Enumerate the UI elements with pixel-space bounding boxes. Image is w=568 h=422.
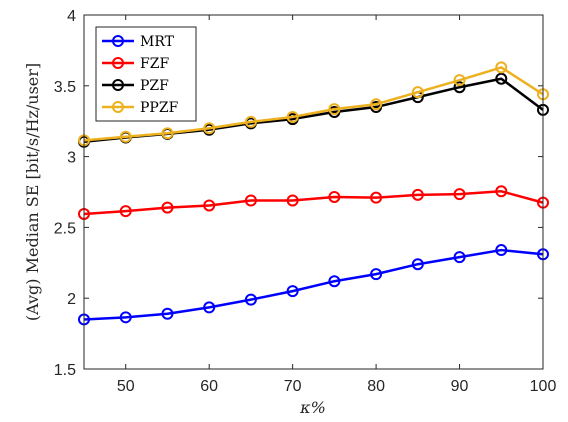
data-point: [495, 244, 508, 257]
legend: MRT FZF PZF PPZF: [95, 26, 197, 122]
data-point: [244, 293, 257, 306]
data-point: [203, 301, 216, 314]
data-point: [495, 185, 508, 198]
data-point: [119, 311, 132, 324]
data-point: [119, 205, 132, 218]
x-tick-label: 60: [200, 378, 218, 395]
data-point: [453, 188, 466, 201]
legend-item: PZF: [102, 78, 169, 94]
legend-item: PPZF: [102, 100, 179, 116]
data-point: [411, 188, 424, 201]
y-tick-label: 3: [67, 150, 76, 167]
legend-marker: [112, 79, 124, 91]
x-tick-label: 50: [117, 378, 135, 395]
data-point: [161, 201, 174, 214]
data-point: [370, 98, 383, 111]
legend-item: FZF: [102, 56, 169, 72]
y-tick-label: 1.5: [54, 362, 76, 379]
legend-item: MRT: [102, 34, 175, 50]
y-tick-label: 2.5: [54, 220, 76, 237]
data-point: [495, 61, 508, 74]
data-point: [495, 72, 508, 85]
data-point: [244, 194, 257, 207]
legend-marker: [112, 35, 124, 47]
data-point: [370, 268, 383, 281]
x-tick-label: 100: [530, 378, 557, 395]
legend-label: PZF: [140, 78, 169, 94]
data-point: [286, 110, 299, 123]
data-point: [411, 86, 424, 99]
data-point: [411, 258, 424, 271]
data-point: [328, 103, 341, 116]
plot-frame: [83, 14, 544, 370]
data-point: [453, 251, 466, 264]
y-axis-title: (Avg) Median SE [bit/s/Hz/user]: [23, 63, 42, 321]
x-tick-label: 80: [367, 378, 385, 395]
data-point: [286, 194, 299, 207]
data-point: [203, 122, 216, 135]
data-point: [286, 285, 299, 298]
data-point: [119, 130, 132, 143]
data-point: [203, 199, 216, 212]
x-tick-label: 90: [451, 378, 469, 395]
legend-marker: [112, 101, 124, 113]
legend-label: PPZF: [140, 100, 179, 116]
y-tick-label: 4: [67, 8, 76, 25]
y-tick-label: 2: [67, 291, 76, 308]
data-point: [453, 81, 466, 94]
legend-label: FZF: [140, 56, 169, 72]
series-line-fzf: [83, 190, 544, 216]
x-axis-title: κ%: [299, 398, 326, 417]
tick-layer: 50 60 70 80 90 100 1.5 2 2.5 3 3.5 4: [54, 8, 557, 395]
data-point: [453, 74, 466, 87]
data-point: [328, 190, 341, 203]
legend-marker: [112, 57, 124, 69]
data-point: [161, 127, 174, 140]
series-line-ppzf: [83, 66, 544, 142]
data-point: [161, 307, 174, 320]
data-point: [328, 275, 341, 288]
series-line-mrt: [83, 248, 544, 321]
data-point: [244, 115, 257, 128]
y-tick-label: 3.5: [54, 79, 76, 96]
data-point: [370, 191, 383, 204]
legend-label: MRT: [140, 34, 175, 50]
x-tick-label: 70: [284, 378, 302, 395]
